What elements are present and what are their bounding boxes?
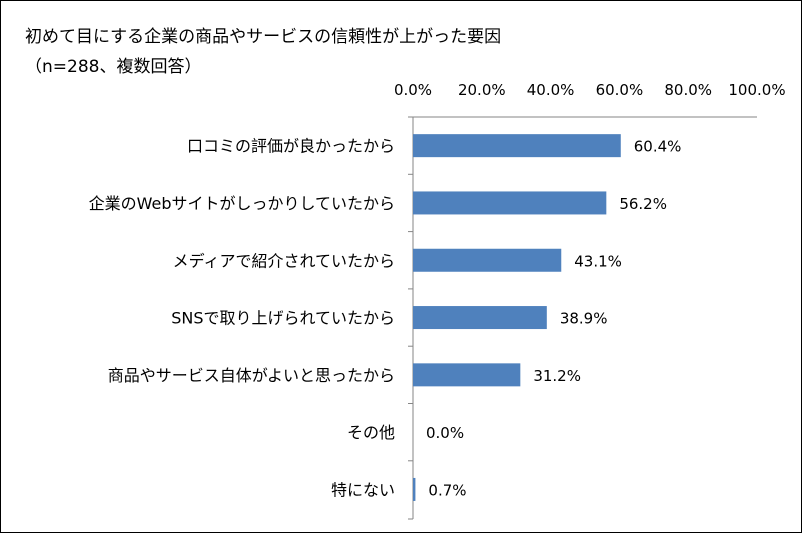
bar [413, 306, 547, 330]
x-tick-label: 20.0% [458, 81, 506, 99]
chart-title: 初めて目にする企業の商品やサービスの信頼性が上がった要因 [25, 27, 502, 47]
data-label: 31.2% [533, 367, 581, 385]
chart-subtitle: （n=288、複数回答） [25, 57, 202, 77]
data-label: 0.0% [426, 424, 464, 442]
bar [413, 191, 607, 215]
category-label: SNSで取り上げられていたから [171, 309, 395, 328]
bar [413, 477, 416, 501]
category-label: 企業のWebサイトがしっかりしていたから [89, 194, 395, 213]
bar [413, 134, 621, 158]
data-label: 43.1% [574, 252, 622, 270]
data-label: 60.4% [634, 138, 682, 156]
x-tick-label: 0.0% [394, 81, 432, 99]
data-label: 38.9% [560, 310, 608, 328]
category-label: メディアで紹介されていたから [173, 251, 395, 270]
x-tick-label: 60.0% [596, 81, 644, 99]
x-tick-label: 100.0% [728, 81, 785, 99]
category-label: 特にない [331, 480, 395, 499]
category-label: 商品やサービス自体がよいと思ったから [108, 366, 395, 385]
category-label: その他 [347, 423, 395, 442]
bar [413, 363, 521, 387]
bar [413, 248, 562, 272]
data-label: 0.7% [428, 481, 466, 499]
x-tick-label: 40.0% [527, 81, 575, 99]
category-label: 口コミの評価が良かったから [187, 137, 395, 156]
data-label: 56.2% [619, 195, 667, 213]
x-tick-label: 80.0% [664, 81, 712, 99]
